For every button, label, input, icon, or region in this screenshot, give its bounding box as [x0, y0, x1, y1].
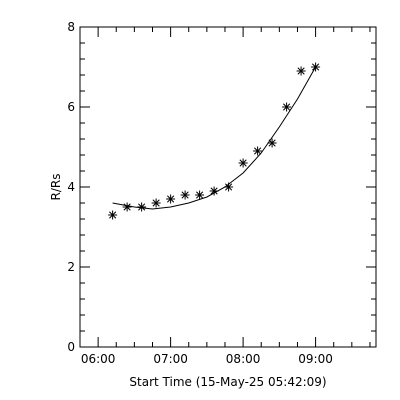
y-tick-label: 4: [67, 180, 75, 194]
y-tick-label: 8: [67, 20, 75, 34]
data-point: [122, 202, 132, 212]
x-tick-label: 08:00: [226, 352, 261, 366]
data-points: [108, 62, 321, 220]
data-point: [166, 194, 176, 204]
data-point: [282, 102, 292, 112]
data-point: [311, 62, 321, 72]
data-point: [195, 190, 205, 200]
y-tick-label: 2: [67, 260, 75, 274]
data-point: [296, 66, 306, 76]
data-point: [224, 182, 234, 192]
data-point: [108, 210, 118, 220]
x-axis-label: Start Time (15-May-25 05:42:09): [129, 375, 326, 389]
fit-curve: [112, 66, 317, 210]
x-tick-label: 07:00: [153, 352, 188, 366]
y-axis: 0 2 4 6 8: [67, 20, 376, 354]
data-point: [253, 146, 263, 156]
data-point: [137, 202, 147, 212]
x-axis: 06:00 07:00 08:00 09:00: [79, 27, 371, 366]
y-tick-label: 0: [67, 340, 75, 354]
data-point: [151, 198, 161, 208]
y-axis-label: R/Rs: [49, 174, 63, 201]
data-point: [267, 138, 277, 148]
x-tick-label: 09:00: [298, 352, 333, 366]
y-tick-label: 6: [67, 100, 75, 114]
x-tick-label: 06:00: [81, 352, 116, 366]
data-point: [180, 190, 190, 200]
data-point: [238, 158, 248, 168]
data-point: [209, 186, 219, 196]
